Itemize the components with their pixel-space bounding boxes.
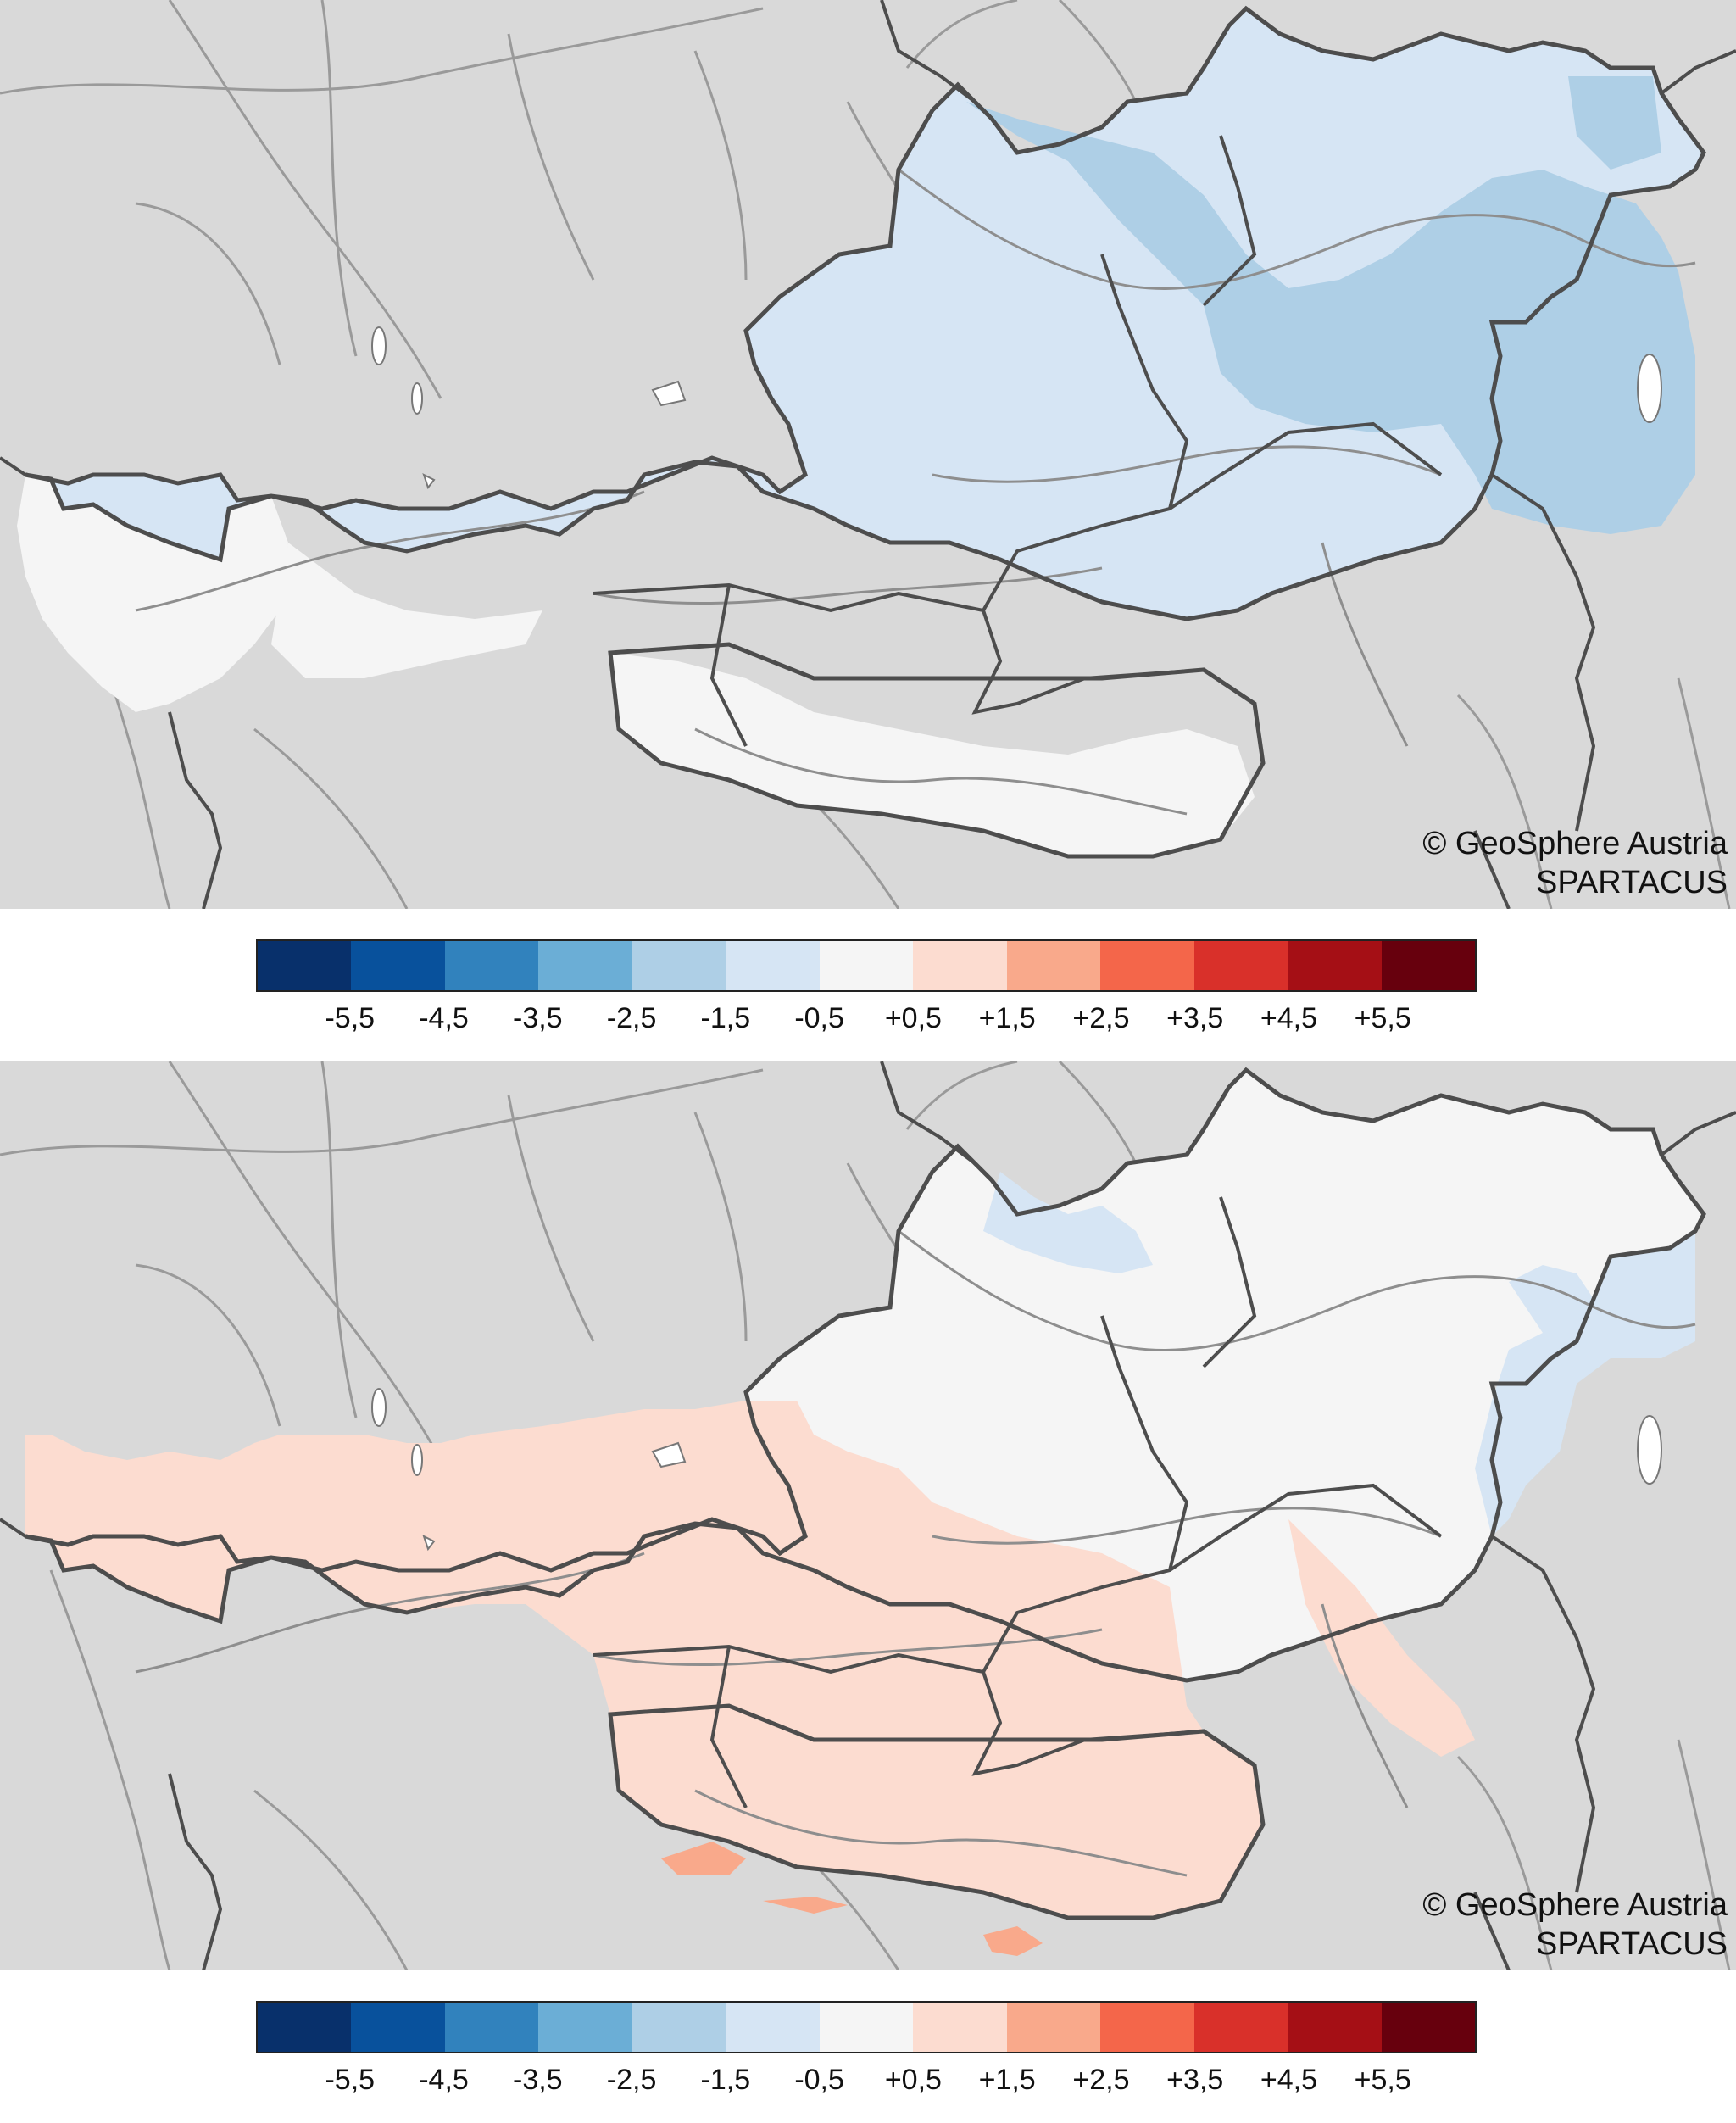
legend-swatch — [913, 941, 1007, 990]
color-legend-top: -5,5 -4,5 -3,5 -2,5 -1,5 -0,5 +0,5 +1,5 +2,5 +3,5… — [256, 939, 1477, 1043]
legend-swatch — [632, 2003, 726, 2052]
legend-tick-label: +5,5 — [1354, 2064, 1411, 2096]
legend-swatch — [1288, 2003, 1382, 2052]
legend-swatch — [819, 2003, 914, 2052]
legend-tick-label: -4,5 — [419, 1002, 469, 1034]
legend-tick-label: -0,5 — [794, 1002, 844, 1034]
credit-block-top: © GeoSphere Austria SPARTACUS — [1422, 824, 1728, 902]
legend-ticks: -5,5 -4,5 -3,5 -2,5 -1,5 -0,5 +0,5 +1,5 +2,5 +3,5… — [256, 2053, 1477, 2104]
legend-swatch — [1194, 941, 1288, 990]
legend-swatch — [258, 2003, 352, 2052]
lakes-layer — [371, 326, 1662, 490]
credit-line-2: SPARTACUS — [1536, 865, 1728, 900]
legend-tick-label: +3,5 — [1166, 2064, 1224, 2096]
austria-fill — [25, 1070, 1704, 1956]
legend-swatch — [444, 2003, 539, 2052]
legend-swatch — [726, 2003, 820, 2052]
legend-swatch — [1006, 941, 1101, 990]
lakes-layer — [371, 1388, 1662, 1552]
credit-line-1: © GeoSphere Austria — [1422, 1887, 1728, 1923]
legend-tick-label: -2,5 — [606, 2064, 657, 2096]
legend-tick-label: -5,5 — [325, 1002, 376, 1034]
legend-tick-label: +3,5 — [1166, 1002, 1224, 1034]
legend-swatch — [538, 941, 632, 990]
legend-tick-label: +5,5 — [1354, 1002, 1411, 1034]
legend-tick-label: -4,5 — [419, 2064, 469, 2096]
austria-outline — [25, 1067, 1706, 1920]
legend-tick-label: +4,5 — [1260, 1002, 1318, 1034]
rivers-layer — [0, 0, 1731, 909]
map-canvas-top — [0, 0, 1736, 909]
legend-tick-label: -1,5 — [700, 1002, 751, 1034]
credit-line-2: SPARTACUS — [1536, 1926, 1728, 1962]
legend-swatch — [819, 941, 914, 990]
legend-swatch — [1194, 2003, 1288, 2052]
legend-tick-label: +4,5 — [1260, 2064, 1318, 2096]
legend-tick-label: +0,5 — [884, 1002, 942, 1034]
legend-swatch — [913, 2003, 1007, 2052]
anomaly-map-top: © GeoSphere Austria SPARTACUS — [0, 0, 1736, 909]
legend-swatch — [351, 941, 445, 990]
legend-swatch — [538, 2003, 632, 2052]
legend-tick-label: -0,5 — [794, 2064, 844, 2096]
legend-tick-label: +2,5 — [1072, 1002, 1130, 1034]
austria-fill — [17, 8, 1704, 856]
credit-line-1: © GeoSphere Austria — [1422, 826, 1728, 861]
rivers-layer — [0, 1062, 1731, 1970]
credit-block-bottom: © GeoSphere Austria SPARTACUS — [1422, 1886, 1728, 1964]
state-borders — [593, 135, 1443, 764]
legend-tick-label: -2,5 — [606, 1002, 657, 1034]
austria-outline — [25, 5, 1706, 859]
legend-bar — [256, 939, 1477, 992]
map-canvas-bottom — [0, 1062, 1736, 1970]
legend-ticks: -5,5 -4,5 -3,5 -2,5 -1,5 -0,5 +0,5 +1,5 +2,5 +3,5… — [256, 992, 1477, 1043]
legend-swatch — [1100, 941, 1194, 990]
legend-swatch — [632, 941, 726, 990]
legend-swatch — [444, 941, 539, 990]
austria-rivers — [135, 168, 1696, 816]
neighbor-borders — [0, 0, 1736, 909]
legend-tick-label: -1,5 — [700, 2064, 751, 2096]
legend-swatch — [726, 941, 820, 990]
legend-swatch — [258, 941, 352, 990]
legend-tick-label: +1,5 — [978, 1002, 1036, 1034]
legend-tick-label: -3,5 — [513, 2064, 563, 2096]
legend-bar — [256, 2001, 1477, 2053]
austria-rivers — [135, 1229, 1696, 1877]
legend-swatch — [1006, 2003, 1101, 2052]
legend-swatch — [1288, 941, 1382, 990]
legend-swatch — [1100, 2003, 1194, 2052]
legend-tick-label: +0,5 — [884, 2064, 942, 2096]
legend-swatch — [351, 2003, 445, 2052]
legend-tick-label: -5,5 — [325, 2064, 376, 2096]
legend-swatch — [1381, 941, 1476, 990]
legend-swatch — [1381, 2003, 1476, 2052]
anomaly-map-bottom: © GeoSphere Austria SPARTACUS — [0, 1062, 1736, 1970]
legend-tick-label: -3,5 — [513, 1002, 563, 1034]
neighbor-borders — [0, 1062, 1736, 1970]
legend-tick-label: +1,5 — [978, 2064, 1036, 2096]
legend-tick-label: +2,5 — [1072, 2064, 1130, 2096]
color-legend-bottom: -5,5 -4,5 -3,5 -2,5 -1,5 -0,5 +0,5 +1,5 +2,5 +3,5… — [256, 2001, 1477, 2104]
